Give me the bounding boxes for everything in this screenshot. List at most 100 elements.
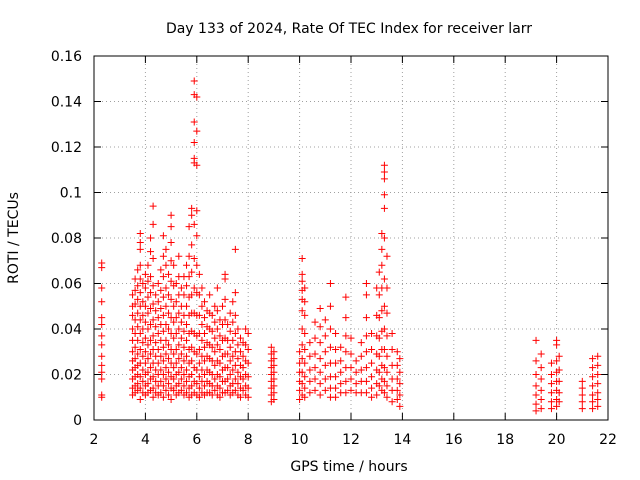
data-point xyxy=(154,298,162,306)
data-point xyxy=(147,364,155,372)
data-point xyxy=(208,327,216,335)
data-point xyxy=(362,348,370,356)
data-point xyxy=(547,405,555,413)
data-point xyxy=(537,396,545,404)
data-point xyxy=(162,261,170,269)
x-tick-label: 12 xyxy=(342,432,360,448)
data-point xyxy=(172,298,180,306)
data-point xyxy=(589,382,597,390)
data-point xyxy=(144,368,152,376)
data-point xyxy=(301,384,309,392)
data-point xyxy=(267,343,275,351)
data-point xyxy=(383,393,391,401)
data-point xyxy=(224,364,232,372)
data-point xyxy=(226,343,234,351)
data-point xyxy=(134,295,142,303)
data-point xyxy=(185,252,193,260)
data-point xyxy=(98,393,106,401)
data-point xyxy=(131,286,139,294)
data-point xyxy=(159,232,167,240)
data-point xyxy=(555,377,563,385)
data-point xyxy=(165,325,173,333)
data-point xyxy=(167,295,175,303)
data-point xyxy=(332,393,340,401)
data-point xyxy=(301,284,309,292)
data-point xyxy=(198,284,206,292)
data-point xyxy=(380,302,388,310)
data-point xyxy=(177,364,185,372)
data-point xyxy=(578,377,586,385)
data-point xyxy=(211,361,219,369)
data-point xyxy=(141,334,149,342)
data-point xyxy=(172,280,180,287)
data-point xyxy=(316,391,324,399)
data-point xyxy=(175,325,183,333)
data-point xyxy=(236,334,244,342)
data-point xyxy=(167,277,175,285)
data-point xyxy=(380,345,388,353)
data-point xyxy=(98,320,106,328)
data-point xyxy=(149,282,157,290)
data-point xyxy=(555,398,563,406)
data-point xyxy=(141,302,149,310)
data-point xyxy=(298,341,306,349)
data-point xyxy=(239,352,247,360)
x-tick-label: 8 xyxy=(244,432,253,448)
data-point xyxy=(239,386,247,394)
data-point xyxy=(589,405,597,413)
data-point xyxy=(195,393,203,401)
data-point xyxy=(134,336,142,344)
data-point xyxy=(301,345,309,353)
data-point xyxy=(149,384,157,392)
data-point xyxy=(306,389,314,397)
data-point xyxy=(177,318,185,326)
data-point xyxy=(383,309,391,317)
data-point xyxy=(375,291,383,299)
data-point xyxy=(201,371,209,378)
data-point xyxy=(131,300,139,308)
data-point xyxy=(383,368,391,376)
data-point xyxy=(139,377,147,385)
y-tick-label: 0.16 xyxy=(51,49,82,65)
data-point xyxy=(357,339,365,347)
data-point xyxy=(342,389,350,397)
data-point xyxy=(157,389,165,397)
data-point xyxy=(165,309,173,317)
data-point xyxy=(162,245,170,253)
data-point xyxy=(301,359,309,367)
data-point xyxy=(213,325,221,333)
data-point xyxy=(368,384,376,392)
data-point xyxy=(270,368,278,376)
data-point xyxy=(134,309,142,317)
data-point xyxy=(352,357,360,365)
data-point xyxy=(578,391,586,399)
data-point xyxy=(547,389,555,397)
data-point xyxy=(162,375,170,383)
data-point xyxy=(231,375,239,383)
y-tick-label: 0 xyxy=(73,413,82,429)
data-point xyxy=(170,375,178,383)
data-point xyxy=(149,202,157,210)
data-point xyxy=(396,402,404,410)
data-point xyxy=(231,245,239,253)
data-point xyxy=(393,361,401,369)
data-point xyxy=(226,371,234,378)
y-tick-label: 0.1 xyxy=(60,186,82,202)
data-point xyxy=(144,341,152,349)
data-point xyxy=(216,359,224,367)
data-point xyxy=(316,323,324,331)
data-point xyxy=(193,261,201,269)
data-point xyxy=(234,355,242,363)
data-point xyxy=(134,380,142,388)
data-point xyxy=(180,343,188,351)
data-point xyxy=(311,375,319,383)
data-point xyxy=(213,341,221,349)
data-point xyxy=(154,314,162,322)
data-point xyxy=(231,311,239,319)
y-tick-label: 0.08 xyxy=(51,231,82,247)
data-point xyxy=(139,339,147,347)
data-point xyxy=(170,302,178,310)
data-point xyxy=(231,289,239,297)
data-point xyxy=(337,357,345,365)
